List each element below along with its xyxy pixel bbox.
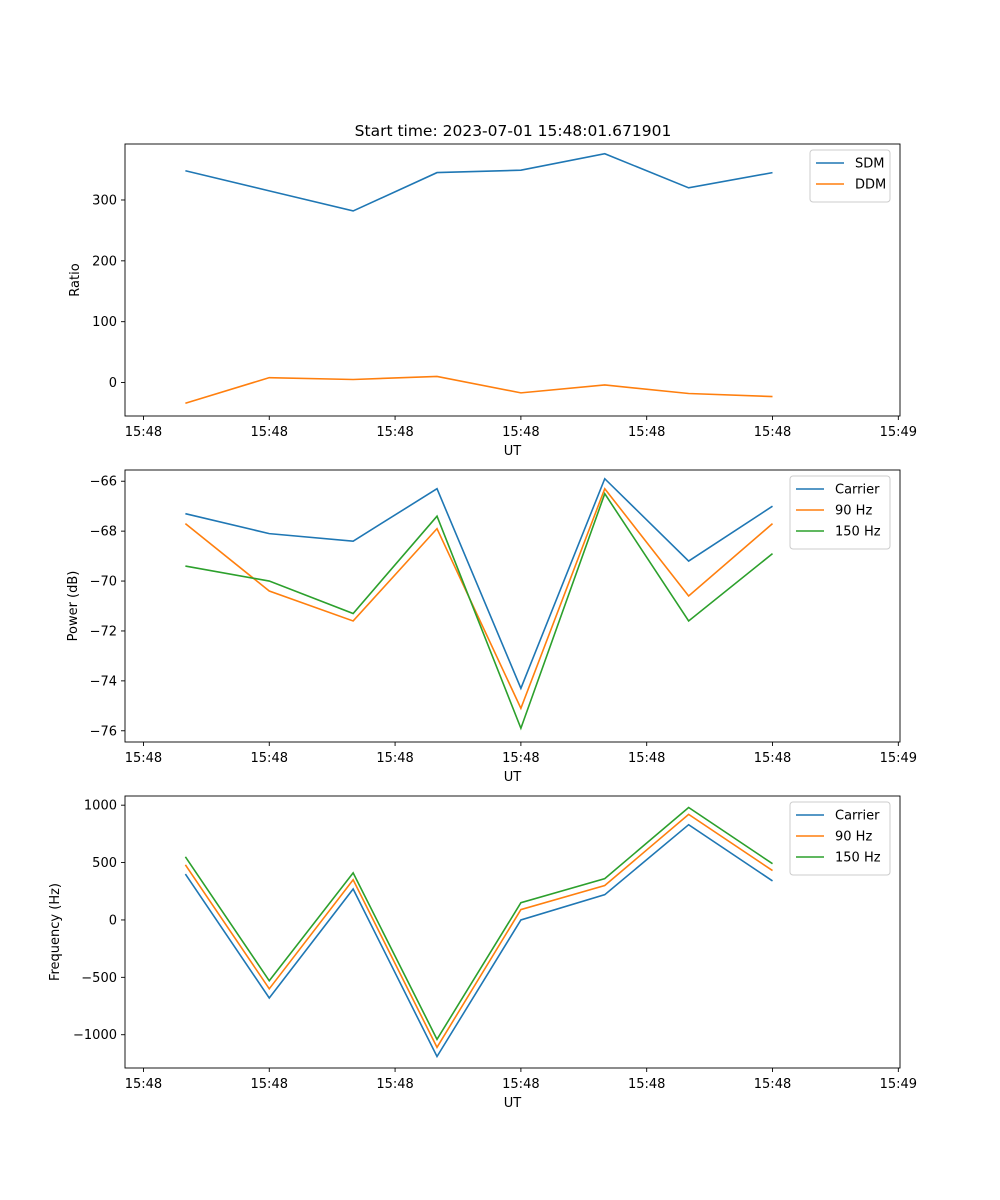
legend-entry: DDM [855,178,886,193]
x-tick-label: 15:48 [754,425,791,440]
axes-frame [124,469,901,743]
y-axis-label: Frequency (Hz) [48,883,63,981]
y-axis-label: Power (dB) [66,571,81,642]
x-tick-label: 15:49 [880,1077,917,1092]
y-tick-label: −68 [90,525,117,540]
y-axis-label: Ratio [68,263,83,296]
series-line-ddm [185,375,773,404]
x-tick-label: 15:48 [251,1077,288,1092]
series-line-90-hz [184,487,774,711]
subplot-1: 0 100 200 300 15:48 15:48 15:48 15:48 15:48 15:48… [68,143,917,459]
y-tick-label: 100 [92,315,117,330]
y-tick-label: −1000 [73,1028,117,1043]
x-tick-label: 15:48 [251,425,288,440]
x-tick-label: 15:48 [754,1077,791,1092]
x-tick-label: 15:48 [376,751,413,766]
legend-entry: 90 Hz [835,504,872,519]
y-tick-label: −500 [81,971,117,986]
x-tick-label: 15:49 [880,751,917,766]
legend-entry: 150 Hz [835,851,881,866]
x-tick-label: 15:48 [754,751,791,766]
y-tick-label: 300 [92,193,117,208]
series-line-sdm [185,152,773,212]
legend-entry: SDM [855,157,884,172]
y-tick-label: −72 [90,624,117,639]
subplot-3: −1000 −500 0 500 1000 15:48 15:48 15:48 15:48 15:… [48,795,917,1111]
legend-entry: Carrier [835,483,880,498]
y-tick-label: 0 [109,913,117,928]
x-tick-label: 15:48 [125,751,162,766]
y-tick-label: −70 [90,575,117,590]
legend: Carrier 90 Hz 150 Hz [789,475,891,550]
legend: Carrier 90 Hz 150 Hz [789,801,891,876]
series-line-carrier [185,477,773,691]
y-tick-label: 200 [92,254,117,269]
figure-title: Start time: 2023-07-01 15:48:01.671901 [355,122,672,140]
axes-frame [124,795,901,1069]
y-tick-label: −66 [90,475,117,490]
x-tick-label: 15:48 [628,425,665,440]
series-line-150-hz [184,806,773,1041]
x-tick-label: 15:48 [502,425,539,440]
legend: SDM DDM [809,149,891,203]
series-line-150-hz [185,491,774,731]
x-tick-label: 15:48 [502,751,539,766]
x-tick-label: 15:48 [125,425,162,440]
y-tick-label: 500 [92,856,117,871]
x-tick-label: 15:48 [376,1077,413,1092]
subplot-2: −76 −74 −72 −70 −68 −66 15:48 15:48 15:48 15:48 15… [66,469,917,785]
series-line-carrier [184,823,773,1059]
plots-container: 0 100 200 300 15:48 15:48 15:48 15:48 15:48 15:48… [48,143,917,1111]
x-axis-label: UT [504,770,522,785]
x-tick-label: 15:48 [628,1077,665,1092]
legend-entry: Carrier [835,809,880,824]
x-axis-label: UT [504,1096,522,1111]
x-axis-label: UT [504,444,522,459]
y-tick-label: −76 [90,724,117,739]
x-tick-label: 15:48 [628,751,665,766]
x-tick-label: 15:48 [251,751,288,766]
x-tick-label: 15:48 [125,1077,162,1092]
y-tick-label: 1000 [84,799,117,814]
x-tick-label: 15:48 [502,1077,539,1092]
axes-frame [124,143,901,417]
series-line-90-hz [184,813,773,1049]
x-tick-label: 15:48 [376,425,413,440]
legend-entry: 150 Hz [835,525,881,540]
y-tick-label: 0 [109,376,117,391]
y-tick-label: −74 [90,674,117,689]
x-tick-label: 15:49 [880,425,917,440]
legend-entry: 90 Hz [835,830,872,845]
